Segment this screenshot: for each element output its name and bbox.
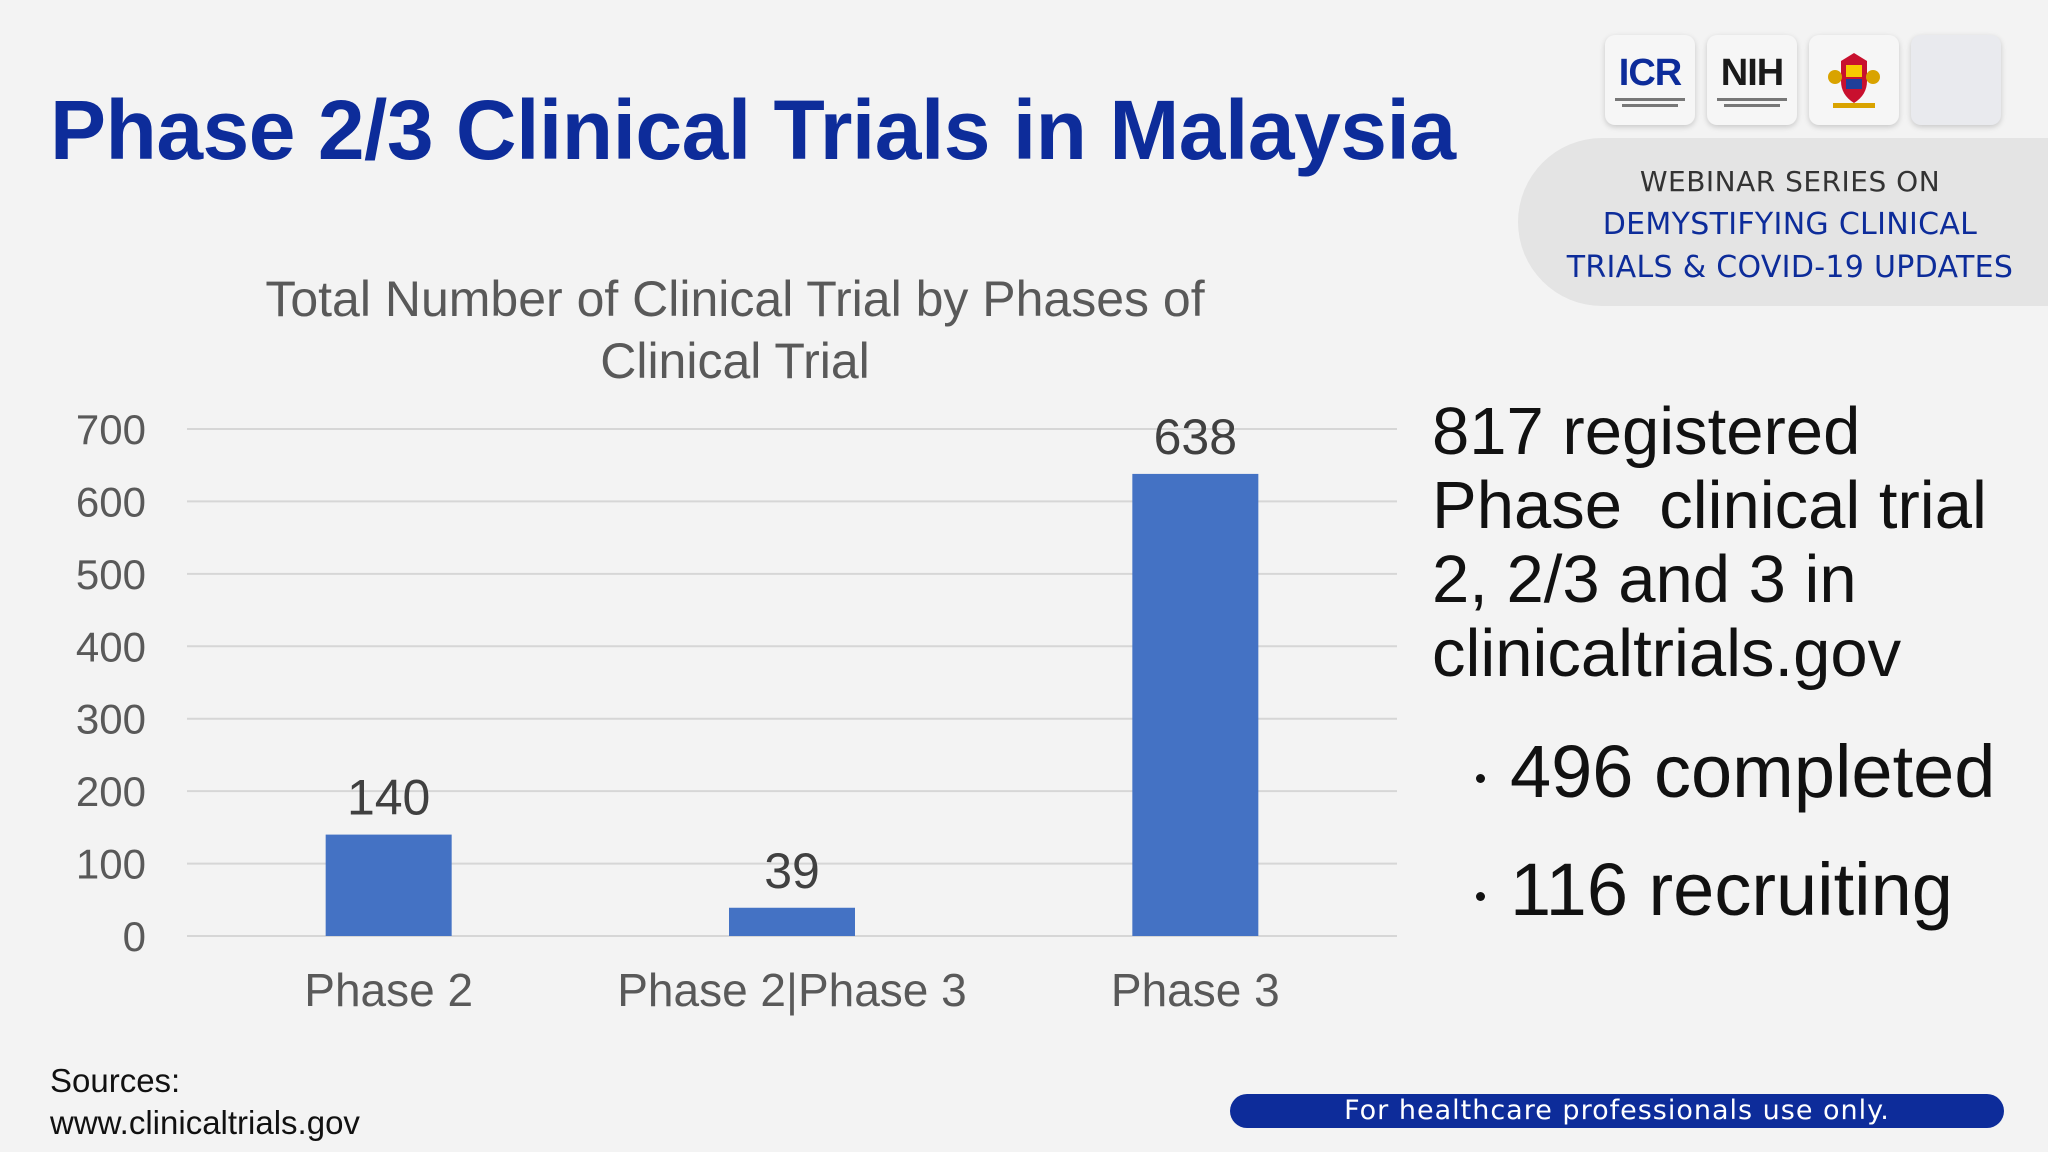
icr-logo-tagline [1615,97,1685,101]
stats-panel: 817 registered Phase clinical trial 2, 2… [1432,395,2032,949]
category-label: Phase 2 [304,964,473,1016]
y-tick-label: 200 [76,768,146,815]
sources-label: Sources: [50,1062,181,1099]
stat-bullet-text: 496 completed [1510,730,1996,813]
nih-logo-text: NIH [1720,51,1784,94]
webinar-series-label: WEBINAR SERIES ON DEMYSTIFYING CLINICAL … [1540,160,2040,289]
bar [325,834,452,936]
stat-bullet-recruiting: 116 recruiting [1432,831,2032,949]
data-labels: 140 39 638 [347,409,1237,899]
bar-value-label: 39 [764,843,820,899]
y-tick-label: 400 [76,623,146,670]
icr-logo-text: ICR [1618,51,1682,94]
y-axis-tick-labels: 0 100 200 300 400 500 600 700 [76,406,146,960]
webinar-badge [1518,138,2048,306]
bar-value-label: 140 [347,770,430,826]
stat-bullet-completed: 496 completed [1432,713,2032,831]
webinar-line-2: DEMYSTIFYING CLINICAL [1602,207,1978,242]
y-tick-label: 300 [76,696,146,743]
blank-logo [1911,35,2001,125]
sources-url: www.clinicaltrials.gov [50,1104,360,1141]
partner-logos: ICR NIH [1605,35,2001,125]
category-labels: Phase 2 Phase 2|Phase 3 Phase 3 [304,964,1279,1016]
disclaimer-banner: For healthcare professionals use only. [1230,1094,2004,1128]
bullet-icon [1476,892,1485,901]
bar [1132,473,1259,936]
webinar-line-1: WEBINAR SERIES ON [1639,165,1941,198]
chart-title: Total Number of Clinical Trial by Phases… [265,271,1204,327]
category-label: Phase 2|Phase 3 [617,964,967,1016]
bar-chart: Total Number of Clinical Trial by Phases… [76,271,1397,1016]
slide-title: Phase 2/3 Clinical Trials in Malaysia [50,83,1456,177]
y-tick-label: 600 [76,478,146,525]
y-tick-label: 700 [76,406,146,453]
webinar-line-3: TRIALS & COVID-19 UPDATES [1566,250,2014,285]
y-tick-label: 0 [123,913,146,960]
nih-logo-tagline-2 [1724,103,1780,107]
bullet-icon [1476,774,1485,783]
crest-icon [1828,53,1880,108]
y-tick-label: 100 [76,841,146,888]
icr-logo-tagline-2 [1622,103,1678,107]
icr-logo: ICR [1605,35,1695,125]
category-label: Phase 3 [1111,964,1280,1016]
y-tick-label: 500 [76,551,146,598]
moh-crest-logo [1809,35,1899,125]
sources-note: Sources: www.clinicaltrials.gov [50,1060,360,1144]
bars [325,473,1259,936]
bar [729,907,855,936]
bar-value-label: 638 [1154,409,1237,465]
stats-headline: 817 registered Phase clinical trial 2, 2… [1432,394,1987,691]
nih-logo-tagline [1717,97,1787,101]
chart-title-line-2: Clinical Trial [600,333,870,389]
stat-bullet-text: 116 recruiting [1510,848,1953,931]
stats-bullet-list: 496 completed 116 recruiting [1432,713,2032,949]
nih-logo: NIH [1707,35,1797,125]
